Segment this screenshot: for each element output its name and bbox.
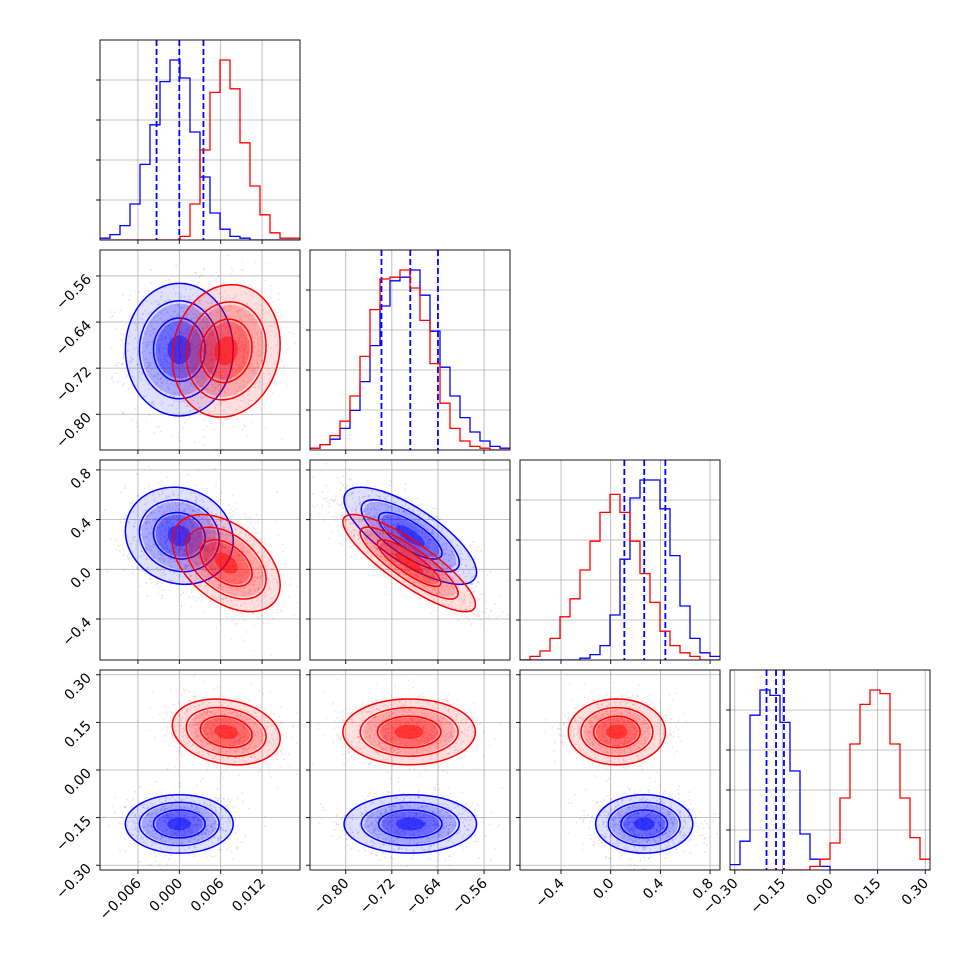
panel-3-2: −0.4 0.0 0.4 0.8 [516,669,721,911]
samples-series-1 [311,484,509,626]
panel-0-0 [96,39,301,244]
contour-line [342,698,477,766]
panel-3-3: −0.30 −0.15 0.00 0.15 0.30 [700,669,932,918]
contour-line [360,801,461,847]
histogram-series-0 [730,689,930,870]
y-tick-label: 0.0 [68,565,95,592]
x-tick-label: −0.56 [449,875,491,917]
x-tick-label: −0.4 [532,875,567,910]
x-tick-label: 0.4 [640,875,667,902]
contour-line [171,698,281,766]
x-tick-label: 0.00 [803,876,836,909]
contour-line [359,526,459,600]
contour-line [138,299,220,400]
contour-line [377,809,443,839]
contour-line [359,706,459,757]
contour-line [594,794,694,854]
contour-line [185,706,267,757]
contour-line [138,499,220,573]
contour-line [567,698,667,766]
y-tick-label: −0.4 [59,614,94,649]
samples-series-1 [137,673,300,790]
x-tick-label: −0.15 [748,876,790,918]
y-tick-label: −0.64 [53,317,95,359]
y-tick-label: 0.15 [61,718,94,751]
contour-line [171,513,281,613]
x-tick-label: 0.30 [899,876,932,909]
contour-line [592,715,641,749]
samples-series-0 [318,783,505,868]
samples-series-0 [567,780,719,870]
contour-line [199,539,253,588]
contour-line [343,486,478,586]
x-tick-label: −0.72 [357,876,399,918]
y-tick-label: −0.56 [53,271,95,313]
contour-line [620,809,669,839]
x-tick-label: 0.012 [229,876,269,916]
panel-2-1 [306,459,511,664]
contour-line [342,513,477,613]
contour-line [124,794,234,854]
panel-frame [519,459,721,661]
x-tick-label: −0.80 [311,876,353,918]
contour-line [607,801,681,847]
panel-frame [99,39,301,241]
y-tick-label: −0.80 [53,410,95,452]
histogram-series-1 [310,269,510,450]
x-tick-label: 0.0 [590,876,617,903]
y-tick-label: 0.00 [61,766,94,799]
samples-series-0 [109,264,262,450]
panel-frame [99,459,301,661]
contour-line [138,801,220,847]
histogram-series-1 [520,493,720,660]
x-tick-label: 0.006 [188,875,228,915]
contour-line [152,809,206,839]
y-tick-label: −0.30 [53,861,95,903]
x-tick-label: 0.000 [146,876,186,916]
samples-series-1 [311,677,502,783]
contour-line [152,317,206,383]
panel-frame [99,249,301,451]
x-tick-label: 0.15 [851,876,884,909]
contour-line [343,794,478,854]
contour-line [199,715,253,749]
y-tick-label: 0.8 [68,465,95,492]
x-tick-label: −0.64 [403,875,445,917]
histogram-series-0 [100,59,300,240]
histogram-series-1 [730,689,930,870]
contour-line [376,715,442,749]
contour-line [185,526,267,600]
contour-line [124,282,234,417]
contour-line [199,318,253,384]
samples-series-1 [135,487,298,657]
x-tick-label: −0.006 [97,875,145,923]
y-tick-label: −0.72 [53,364,95,406]
contour-line [580,706,654,757]
panel-1-0: −0.80−0.72 −0.64−0.56 [53,249,301,454]
samples-series-1 [138,254,297,443]
contour-line [152,511,206,560]
contour-line [185,301,267,401]
panel-1-1 [306,249,511,454]
y-tick-label: −0.15 [53,813,95,855]
histogram-series-1 [100,59,300,240]
y-tick-label: 0.4 [68,515,95,542]
contour-line [124,486,234,586]
contour-line [360,499,461,573]
contour-line [171,283,281,418]
contour-line [376,539,442,588]
panel-3-0: −0.006 0.000 0.006 0.012 −0.30 −0.15 0.00 0.15 0… [53,669,301,923]
panel-frame [309,459,511,661]
panel-3-1: −0.80 −0.72 −0.64 −0.56 [306,669,511,918]
y-tick-label: 0.30 [61,670,94,703]
samples-series-1 [543,681,687,799]
samples-series-0 [311,463,510,620]
panel-frame [309,249,511,451]
samples-series-0 [100,767,267,870]
samples-series-0 [104,465,278,607]
panel-2-0: −0.4 0.0 0.4 0.8 [59,459,301,664]
panel-2-2 [516,459,721,664]
